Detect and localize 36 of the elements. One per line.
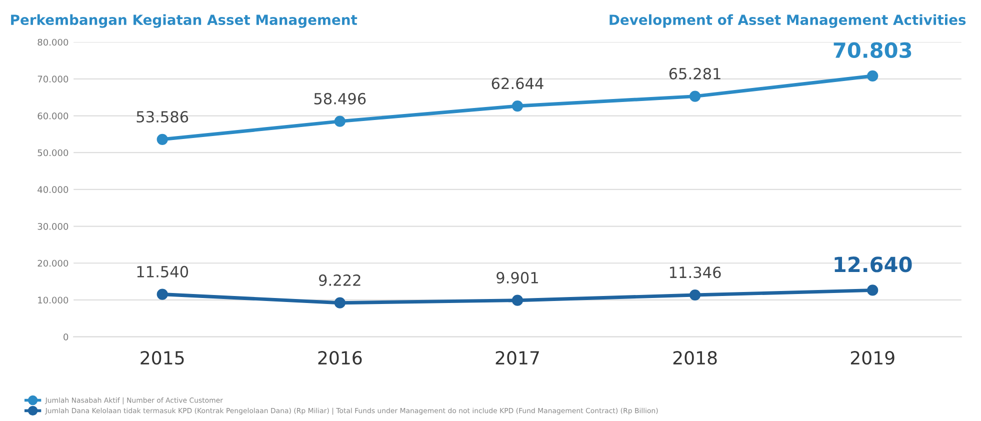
x-tick-label: 2019 [850,351,894,365]
point [867,70,878,82]
y-tick-label: 30.000 [38,223,68,230]
x-tick-label: 2015 [140,351,184,365]
data-label: 53.586 [136,110,188,123]
data-label: 11.540 [137,266,188,278]
y-tick-label: 80.000 [38,38,68,46]
point [156,134,168,145]
data-label: 9.222 [319,274,360,286]
chart-title: Perkembangan Kegiatan Asset Management [11,14,358,28]
point [689,289,701,301]
point [512,100,524,112]
x-tick-label: 2017 [496,351,539,365]
point [867,284,878,296]
y-tick-label: 40.000 [38,186,68,194]
point [512,294,524,306]
x-tick-label: 2016 [318,351,362,365]
data-label: 11.346 [670,266,721,278]
y-tick-label: 10.000 [38,296,68,304]
y-tick-label: 50.000 [38,149,68,156]
point [156,288,168,300]
point [334,116,346,127]
point [689,90,701,102]
data-label: 58.496 [314,92,366,104]
data-label: 62.644 [492,78,544,90]
y-tick-label: 0 [64,334,68,340]
y-tick-label: 60.000 [38,112,68,120]
y-tick-label: 20.000 [38,260,68,267]
y-tick-label: 70.000 [38,76,68,82]
data-label: 9.901 [496,272,538,284]
point [334,297,346,308]
data-label: 65.281 [669,68,720,80]
data-label: 12.640 [834,256,912,272]
x-tick-label: 2018 [673,351,717,365]
data-label: 70.803 [834,42,912,58]
chart-subtitle: Development of Asset Management Activities [610,14,966,28]
